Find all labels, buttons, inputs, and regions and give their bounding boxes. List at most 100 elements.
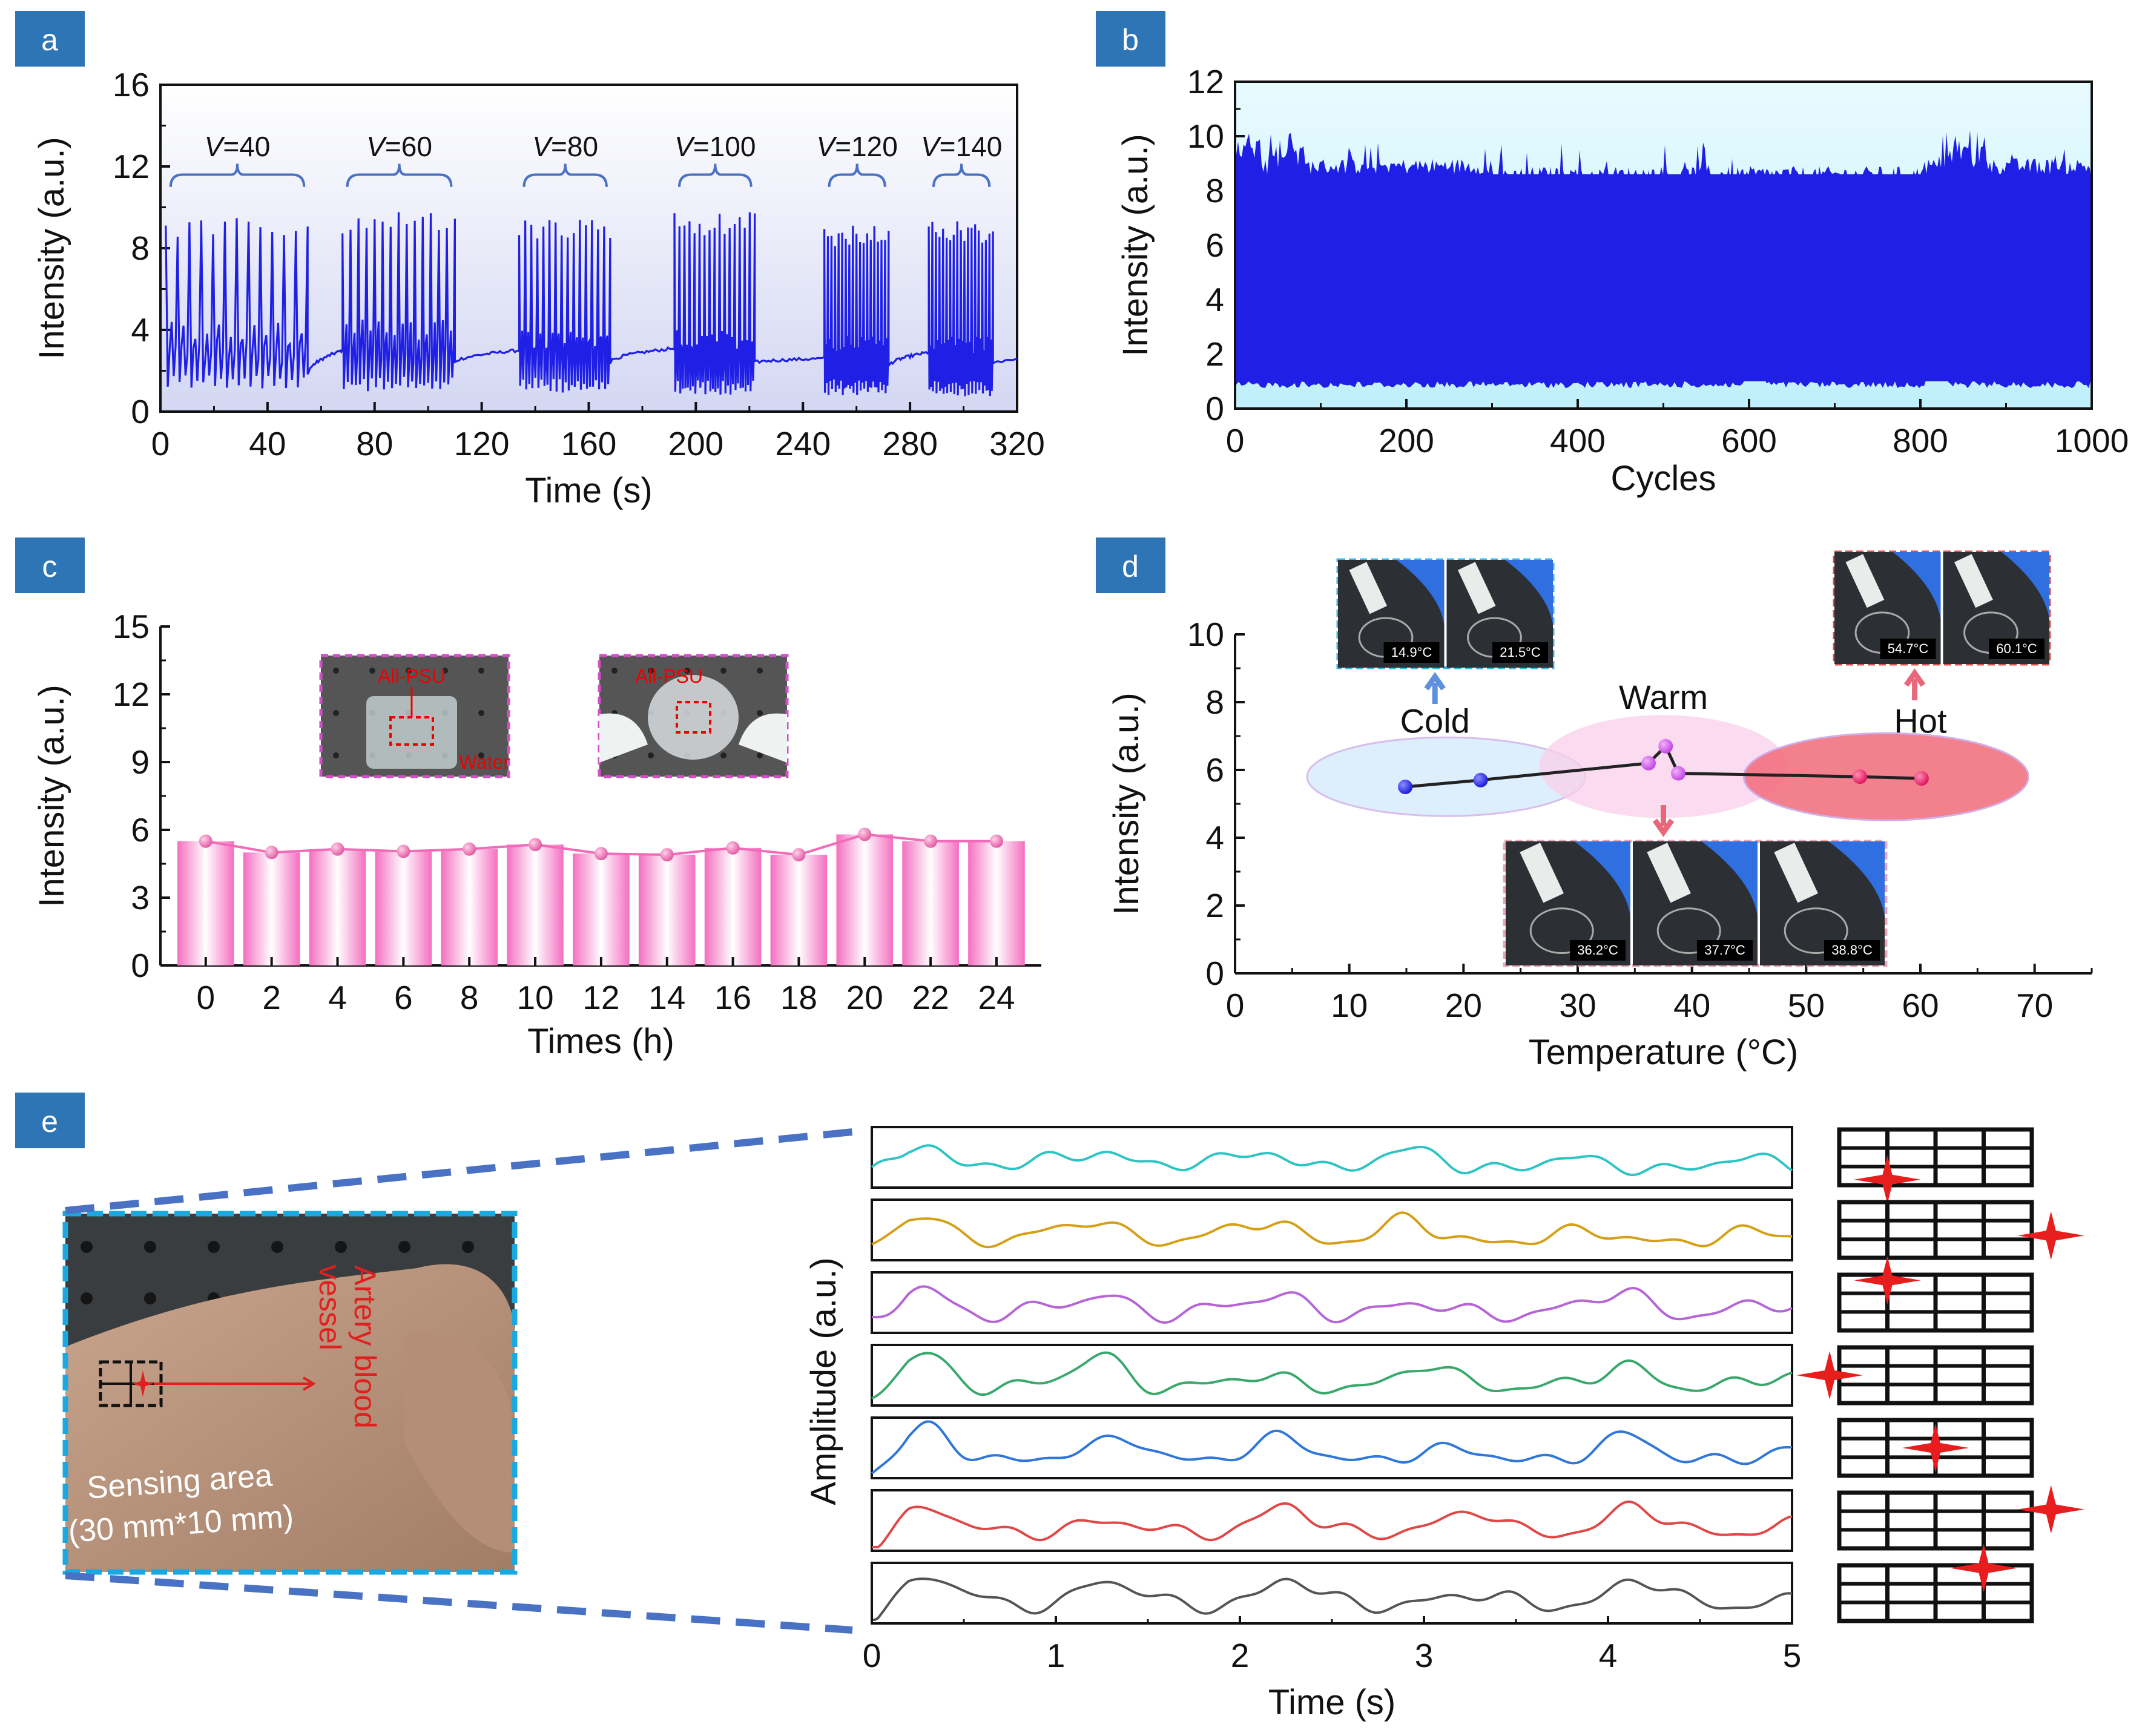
data-point xyxy=(660,848,674,862)
x-tick-label: 20 xyxy=(846,979,883,1016)
x-tick-label: 0 xyxy=(863,1637,881,1674)
bar xyxy=(704,847,762,965)
panel-label-box xyxy=(1096,11,1165,67)
voltage-label: V=60 xyxy=(366,131,432,162)
voltage-label: V=40 xyxy=(205,131,271,162)
voltage-value: =100 xyxy=(693,131,756,162)
x-tick-label: 200 xyxy=(668,425,723,462)
temperature-reading: 54.7°C xyxy=(1888,641,1929,656)
data-point xyxy=(989,834,1003,848)
y-axis-label: Intensity (a.u.) xyxy=(32,137,71,359)
x-tick-label: 0 xyxy=(1226,987,1245,1024)
data-point xyxy=(1658,738,1673,754)
sensor-map-icon xyxy=(1796,1345,2034,1406)
x-tick-label: 2 xyxy=(262,979,281,1016)
voltage-label: V=140 xyxy=(921,131,1002,162)
data-point xyxy=(726,841,740,855)
wave-panel xyxy=(871,1489,1793,1552)
wave-panel xyxy=(871,1126,1793,1189)
data-point xyxy=(199,834,213,848)
panel-label-box xyxy=(15,1093,85,1148)
table-hole xyxy=(369,668,375,674)
bracket xyxy=(828,163,886,187)
chart-b: 0 200 400 600 800 1000 0 2 4 6 8 10 12 Cycles Intensit… xyxy=(1116,63,2129,498)
y-tick-label: 16 xyxy=(113,66,150,104)
reading-box xyxy=(1824,940,1880,961)
y-tick-label: 12 xyxy=(1187,63,1224,100)
pulse-waveform xyxy=(871,1351,1793,1400)
table-hole xyxy=(648,668,654,674)
y-axis-label: Amplitude (a.u.) xyxy=(804,1257,843,1505)
table-hole xyxy=(335,1241,347,1253)
beaker xyxy=(1656,907,1721,954)
glove xyxy=(2002,552,2049,619)
table-hole xyxy=(398,1241,410,1253)
thermometer xyxy=(1845,554,1885,608)
reading-box xyxy=(1697,940,1753,961)
star-icon xyxy=(2017,1211,2084,1260)
panel-label: d xyxy=(1122,550,1139,584)
chart-d: 0 10 20 30 40 50 60 70 0 2 4 6 8 10 Temperature (°C) In… xyxy=(1107,550,2093,1072)
voltage-var: V xyxy=(817,131,838,162)
warm-photo-2: 37.7°C xyxy=(1633,841,1758,965)
voltage-var: V xyxy=(532,131,553,162)
y-tick-label: 6 xyxy=(131,811,150,849)
x-tick-label: 30 xyxy=(1559,987,1596,1024)
x-tick-label: 0 xyxy=(1226,422,1245,459)
x-tick-label: 22 xyxy=(912,979,949,1016)
x-tick-label: 0 xyxy=(197,979,216,1016)
glove xyxy=(1893,552,1941,619)
wave-panel xyxy=(871,1344,1793,1407)
sensor-map-icon xyxy=(1837,1544,2034,1623)
bar xyxy=(968,841,1025,965)
data-point xyxy=(1914,771,1929,786)
data-point xyxy=(331,842,344,856)
beaker xyxy=(1784,907,1848,954)
x-tick-label: 20 xyxy=(1445,987,1482,1024)
table-hole xyxy=(406,668,412,674)
x-tick-label: 3 xyxy=(1415,1637,1434,1674)
data-point xyxy=(463,842,476,856)
warm-zone xyxy=(1539,715,1788,818)
y-tick-label: 8 xyxy=(131,229,150,267)
pulse-waveform xyxy=(872,1577,1793,1621)
sensor-map-icon xyxy=(1837,1256,2034,1333)
data-point xyxy=(529,838,542,852)
sensor-map-icon xyxy=(1837,1127,2034,1204)
reading-box xyxy=(1989,639,2045,659)
data-point xyxy=(1473,772,1488,787)
data-point xyxy=(1398,780,1413,794)
bar xyxy=(243,852,300,965)
panel-label-box xyxy=(1096,538,1165,593)
pulse-waveform xyxy=(871,1211,1793,1249)
star-icon xyxy=(1902,1424,1969,1472)
inset-side-view: All-PSU Water xyxy=(319,654,510,778)
x-tick-label: 400 xyxy=(1550,422,1606,459)
y-axis-label: Intensity (a.u.) xyxy=(32,685,71,907)
arrow-head xyxy=(302,1376,316,1391)
x-axis-label: Cycles xyxy=(1610,459,1716,498)
table-hole xyxy=(333,752,339,758)
x-tick-label: 200 xyxy=(1379,422,1434,459)
y-tick-label: 0 xyxy=(131,393,150,430)
data-point xyxy=(1853,769,1868,784)
sensor-map-icon xyxy=(1837,1200,2084,1260)
data-point xyxy=(1641,755,1656,771)
table-hole xyxy=(720,752,727,758)
y-tick-label: 2 xyxy=(1205,887,1224,924)
bar xyxy=(770,855,828,965)
table-hole xyxy=(757,752,763,758)
y-tick-label: 10 xyxy=(1187,616,1224,653)
artery-label: vessel xyxy=(313,1264,347,1350)
panel-label-box xyxy=(15,538,85,593)
x-tick-label: 10 xyxy=(1331,987,1368,1024)
temperature-reading: 14.9°C xyxy=(1391,645,1432,660)
voltage-var: V xyxy=(921,131,942,162)
reading-box xyxy=(1570,940,1626,961)
pulse-waveform xyxy=(872,1500,1793,1548)
y-tick-label: 4 xyxy=(1205,819,1224,856)
x-tick-label: 12 xyxy=(582,979,619,1016)
y-tick-label: 4 xyxy=(1205,281,1224,318)
glove xyxy=(1574,841,1630,916)
